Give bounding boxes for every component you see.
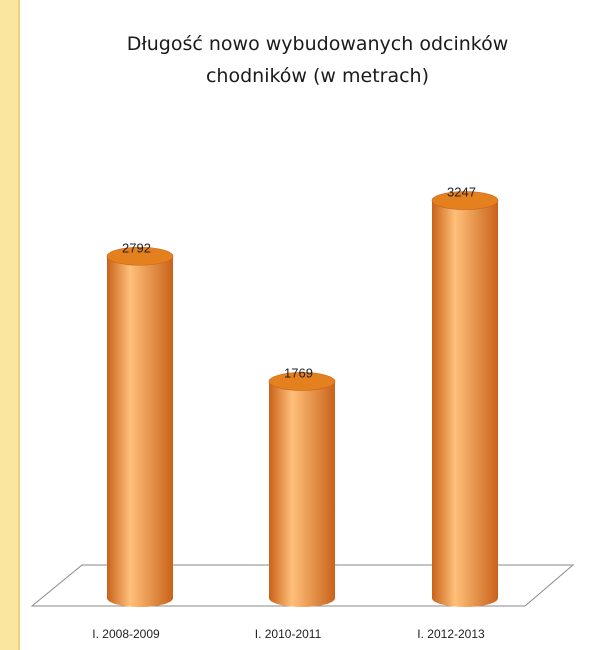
bar-1 [106, 246, 174, 607]
bar-top [431, 191, 499, 210]
chart-area: Długość nowo wybudowanych odcinków chodn… [18, 0, 613, 650]
bar-3 [431, 191, 499, 607]
category-label: I. 2010-2011 [255, 627, 322, 641]
data-label: 1769 [284, 365, 313, 380]
category-label: I. 2008-2009 [92, 627, 160, 641]
bar-2 [268, 372, 336, 607]
bar-body [432, 200, 498, 607]
bar-body [107, 256, 173, 607]
data-label: 3247 [447, 185, 476, 200]
category-label: I. 2012-2013 [417, 627, 485, 641]
bar-top [268, 372, 336, 391]
chart-title: Długość nowo wybudowanych odcinków chodn… [126, 33, 509, 87]
data-label: 2792 [122, 240, 151, 255]
bar-body [269, 381, 335, 607]
chart-plot: 2792 I. 2008-2009 1769 I. 2010-2011 3247 I. 2… [30, 185, 575, 641]
bar-top [106, 246, 174, 266]
